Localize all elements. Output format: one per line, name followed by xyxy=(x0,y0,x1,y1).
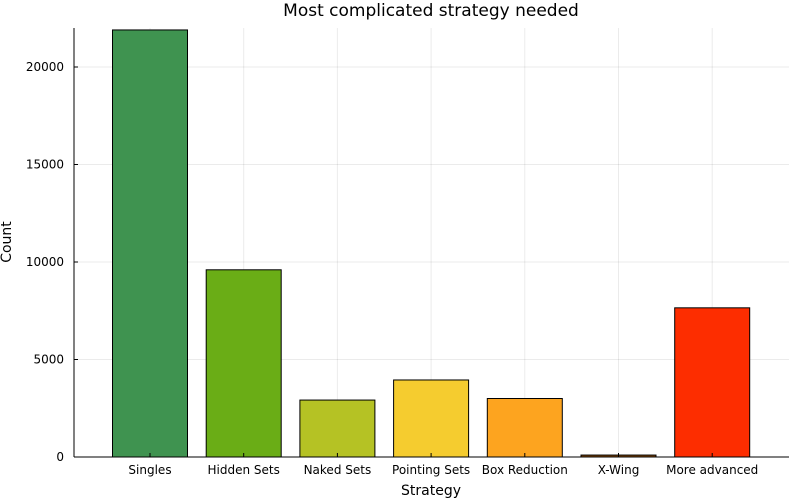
chart-title: Most complicated strategy needed xyxy=(283,1,579,21)
y-tick-label: 15000 xyxy=(26,158,64,172)
bars xyxy=(112,29,751,458)
y-tick-labels: 0 5000 10000 15000 20000 xyxy=(26,60,78,464)
x-tick-label: Pointing Sets xyxy=(392,463,470,477)
y-tick-label: 20000 xyxy=(26,60,64,74)
bar-more-advanced xyxy=(674,307,751,458)
y-tick-label: 10000 xyxy=(26,255,64,269)
x-tick-label: X-Wing xyxy=(598,463,640,477)
x-axis-label: Strategy xyxy=(401,483,461,499)
x-tick-label: Singles xyxy=(128,463,171,477)
y-axis-label: Count xyxy=(0,221,15,263)
y-tick-label: 5000 xyxy=(33,353,64,367)
y-tick-label: 0 xyxy=(56,450,64,464)
bar-hidden-sets xyxy=(205,269,282,458)
x-tick-label: Naked Sets xyxy=(304,463,372,477)
bar-naked-sets xyxy=(299,399,376,458)
bar-box-reduction xyxy=(486,398,563,458)
bar-singles xyxy=(112,29,188,458)
x-tick-labels: Singles Hidden Sets Naked Sets Pointing Set… xyxy=(128,453,758,477)
x-tick-label: Box Reduction xyxy=(482,463,568,477)
x-tick-label: Hidden Sets xyxy=(208,463,280,477)
x-tick-label: More advanced xyxy=(666,463,758,477)
bar-pointing-sets xyxy=(393,379,470,458)
